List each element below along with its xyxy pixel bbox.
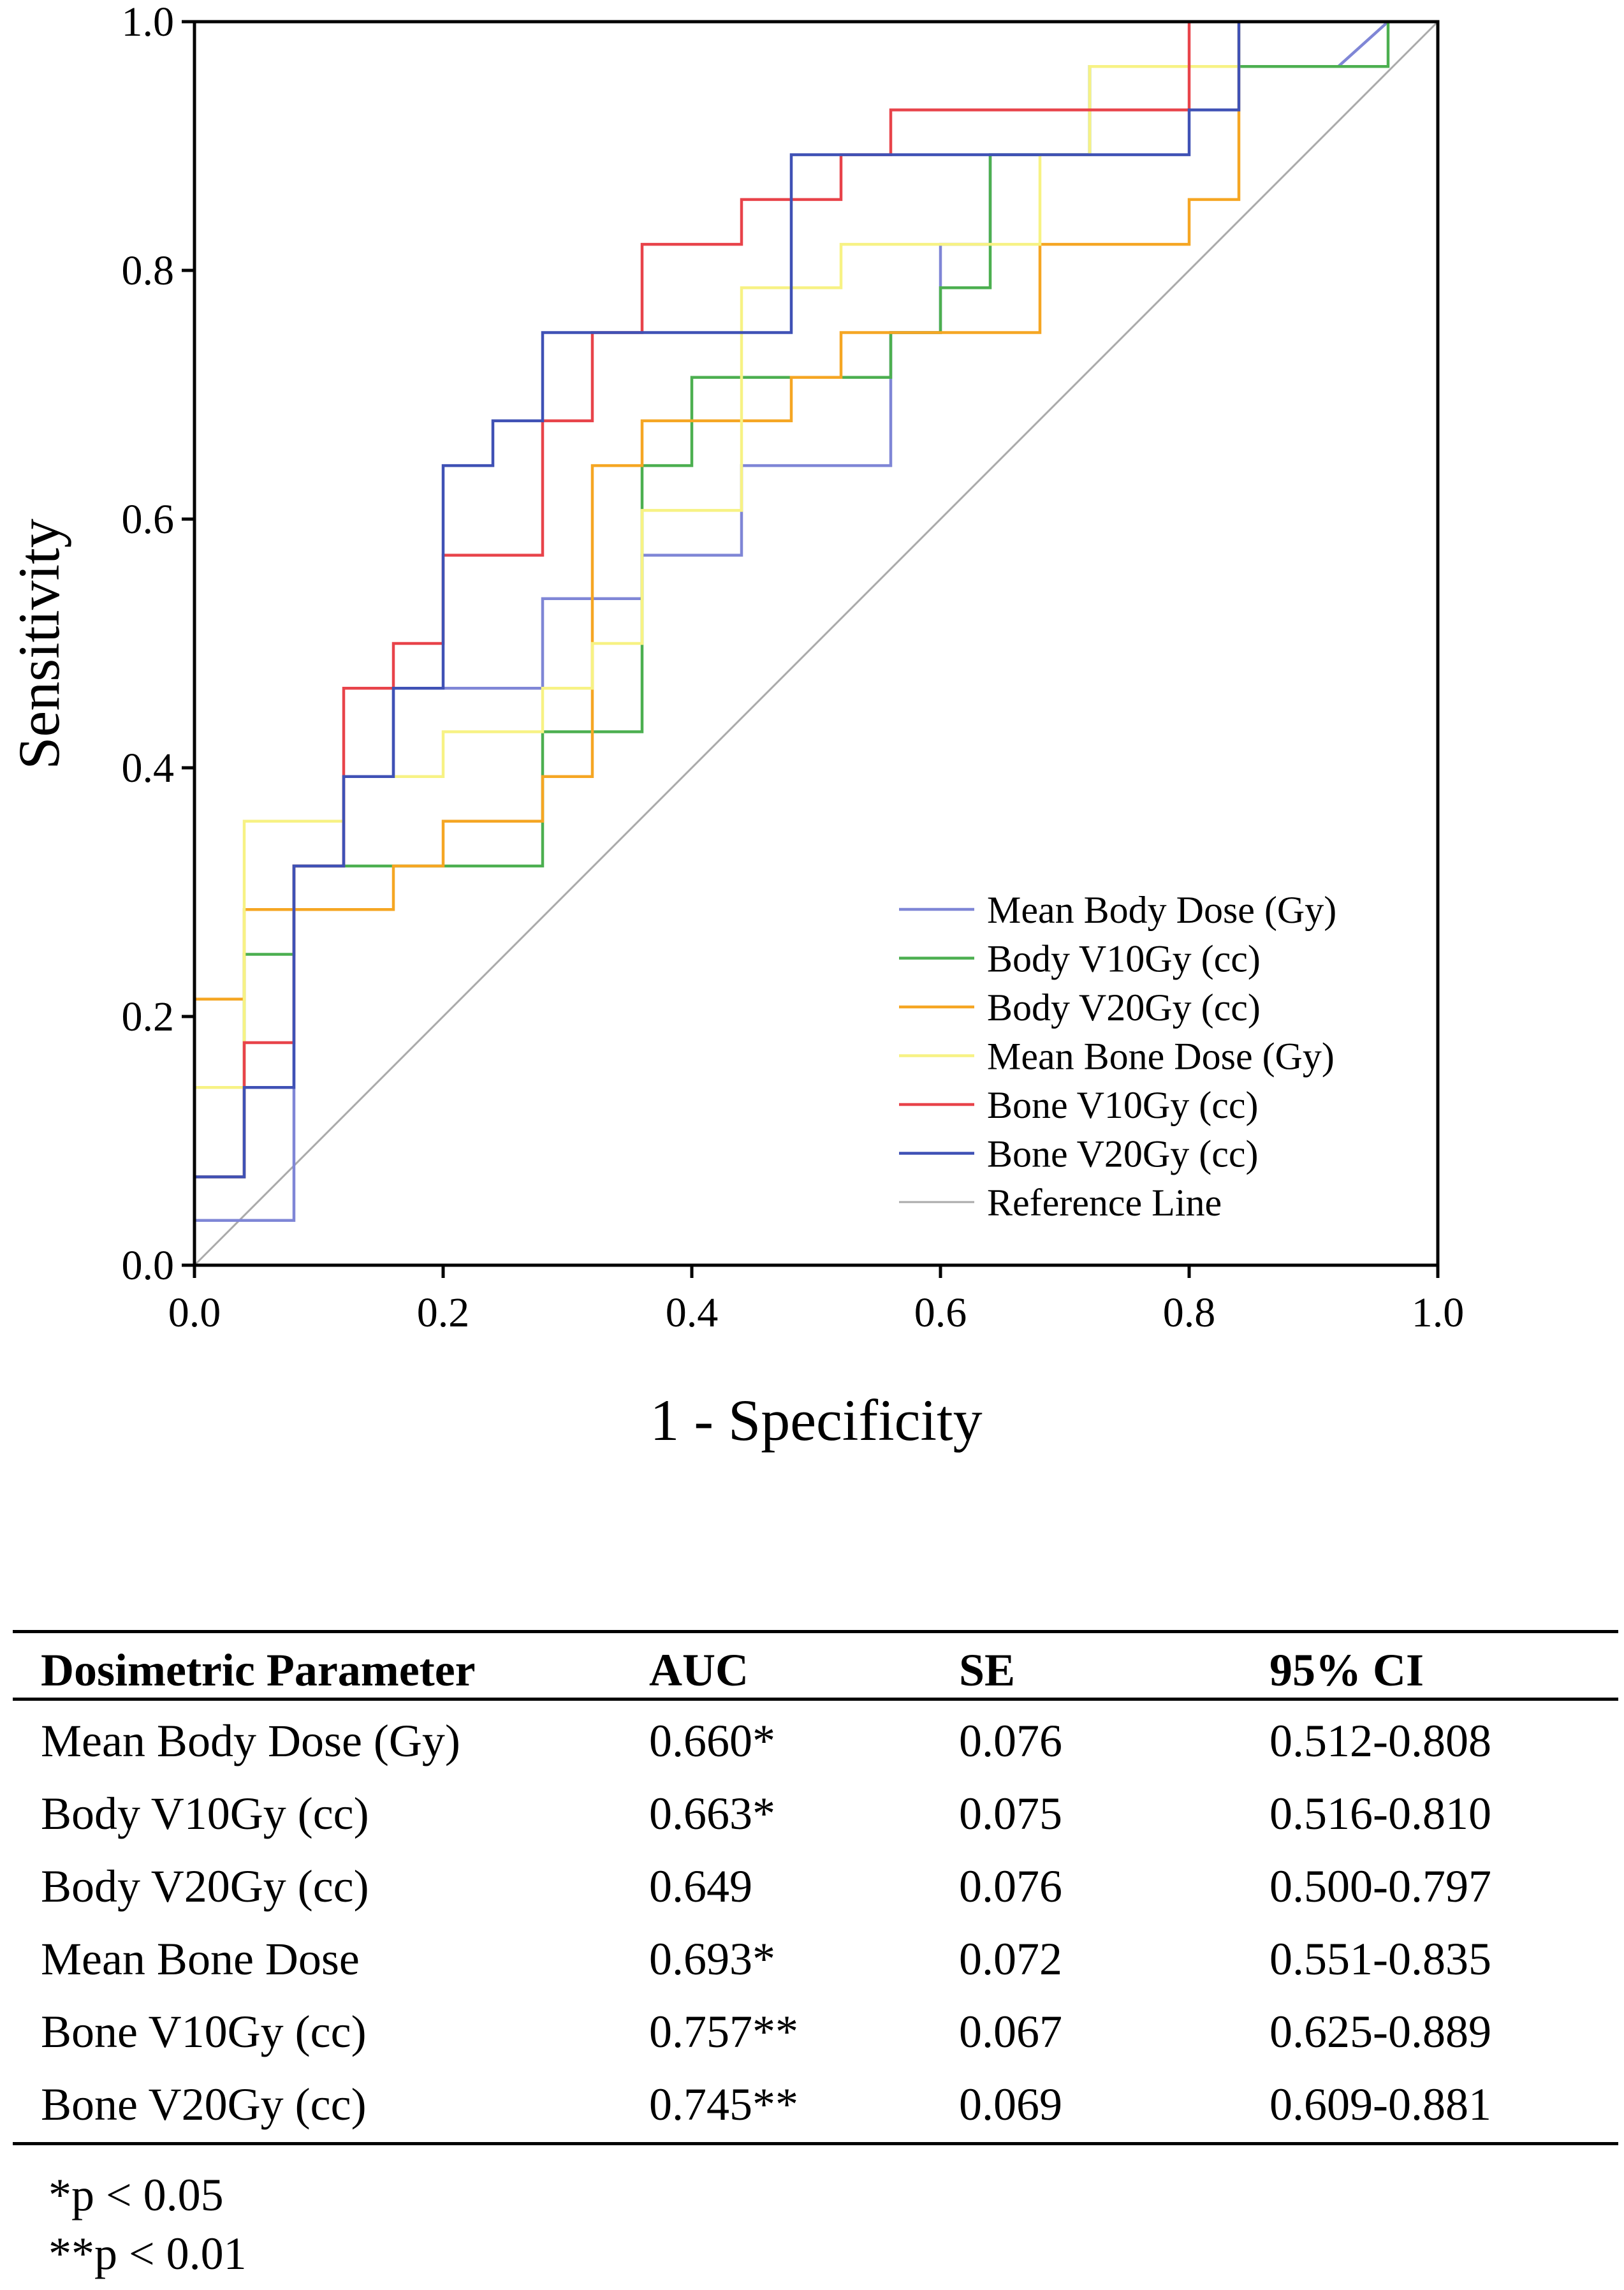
x-tick-label: 0.4: [666, 1289, 719, 1336]
y-tick-label: 0.8: [122, 247, 175, 294]
table-row: Body V10Gy (cc) 0.663* 0.075 0.516-0.810: [13, 1777, 1618, 1850]
cell-auc: 0.693*: [649, 1934, 775, 1985]
table-row: Bone V20Gy (cc) 0.745** 0.069 0.609-0.88…: [13, 2068, 1618, 2141]
legend-label-mean-body-dose-gy: Mean Body Dose (Gy): [987, 889, 1336, 931]
x-tick-label: 0.6: [914, 1289, 967, 1336]
header-parameter: Dosimetric Parameter: [41, 1645, 476, 1696]
cell-se: 0.075: [959, 1788, 1062, 1839]
series-line-reference-line: [193, 20, 1439, 1266]
cell-parameter: Body V10Gy (cc): [41, 1788, 369, 1839]
cell-parameter: Mean Bone Dose: [41, 1934, 360, 1985]
cell-ci: 0.625-0.889: [1269, 2006, 1491, 2057]
series-line-body-v20gy-cc: [193, 20, 1438, 1265]
cell-se: 0.067: [959, 2006, 1062, 2057]
table-row: Body V20Gy (cc) 0.649 0.076 0.500-0.797: [13, 1850, 1618, 1923]
plot-frame: [193, 20, 1440, 1267]
y-tick-label: 0.6: [122, 496, 175, 543]
cell-ci: 0.551-0.835: [1269, 1934, 1491, 1985]
x-tick-label: 1.0: [1412, 1289, 1465, 1336]
series-line-bone-v20gy-cc: [193, 20, 1438, 1265]
cell-parameter: Bone V10Gy (cc): [41, 2006, 367, 2057]
x-tick-label: 0.2: [417, 1289, 470, 1336]
cell-ci: 0.609-0.881: [1269, 2079, 1491, 2130]
x-tick-label: 0.0: [168, 1289, 221, 1336]
cell-auc: 0.660*: [649, 1715, 775, 1766]
table-row: Mean Bone Dose 0.693* 0.072 0.551-0.835: [13, 1923, 1618, 1995]
table-header-rule: [13, 1698, 1618, 1701]
cell-se: 0.076: [959, 1861, 1062, 1912]
table-bottom-rule: [13, 2142, 1618, 2145]
legend-label-body-v10gy-cc: Body V10Gy (cc): [987, 938, 1261, 980]
header-ci: 95% CI: [1269, 1645, 1424, 1696]
legend-label-mean-bone-dose-gy: Mean Bone Dose (Gy): [987, 1036, 1335, 1078]
footnote-p01: **p < 0.01: [48, 2228, 247, 2279]
y-axis-title: Sensitivity: [6, 518, 71, 770]
y-tick-label: 0.0: [122, 1242, 175, 1289]
cell-parameter: Bone V20Gy (cc): [41, 2079, 367, 2130]
table-row: Mean Body Dose (Gy) 0.660* 0.076 0.512-0…: [13, 1705, 1618, 1777]
cell-auc: 0.757**: [649, 2006, 798, 2057]
y-tick-label: 1.0: [122, 0, 175, 45]
cell-parameter: Body V20Gy (cc): [41, 1861, 369, 1912]
cell-ci: 0.516-0.810: [1269, 1788, 1491, 1839]
cell-parameter: Mean Body Dose (Gy): [41, 1715, 460, 1766]
cell-ci: 0.500-0.797: [1269, 1861, 1491, 1912]
header-se: SE: [959, 1645, 1016, 1696]
cell-se: 0.069: [959, 2079, 1062, 2130]
roc-chart: 0.0 0.2 0.4 0.6 0.8 1.0 0.0 0.2 0.4 0.6 0.8 1.0 1 -…: [6, 0, 1465, 1453]
legend: Mean Body Dose (Gy) Body V10Gy (cc) Body V…: [899, 889, 1336, 1224]
legend-label-bone-v10gy-cc: Bone V10Gy (cc): [987, 1084, 1258, 1126]
axis-ticks: 0.0 0.2 0.4 0.6 0.8 1.0 0.0 0.2 0.4 0.6 0.8 1.0: [122, 0, 1465, 1336]
cell-auc: 0.745**: [649, 2079, 798, 2130]
y-tick-label: 0.2: [122, 994, 175, 1040]
table-header-row: Dosimetric Parameter AUC SE 95% CI: [13, 1634, 1618, 1706]
footnote-p05: *p < 0.05: [48, 2169, 224, 2220]
cell-se: 0.072: [959, 1934, 1062, 1985]
roc-lines: [193, 20, 1439, 1266]
cell-se: 0.076: [959, 1715, 1062, 1766]
table-top-rule: [13, 1630, 1618, 1633]
cell-auc: 0.663*: [649, 1788, 775, 1839]
x-tick-label: 0.8: [1163, 1289, 1216, 1336]
y-tick-label: 0.4: [122, 745, 175, 791]
legend-label-body-v20gy-cc: Body V20Gy (cc): [987, 987, 1261, 1029]
cell-ci: 0.512-0.808: [1269, 1715, 1491, 1766]
x-axis-title: 1 - Specificity: [650, 1388, 982, 1453]
cell-auc: 0.649: [649, 1861, 752, 1912]
legend-label-bone-v20gy-cc: Bone V20Gy (cc): [987, 1133, 1258, 1175]
header-auc: AUC: [649, 1645, 749, 1696]
table-row: Bone V10Gy (cc) 0.757** 0.067 0.625-0.88…: [13, 1995, 1618, 2068]
legend-label-reference-line: Reference Line: [987, 1182, 1222, 1224]
